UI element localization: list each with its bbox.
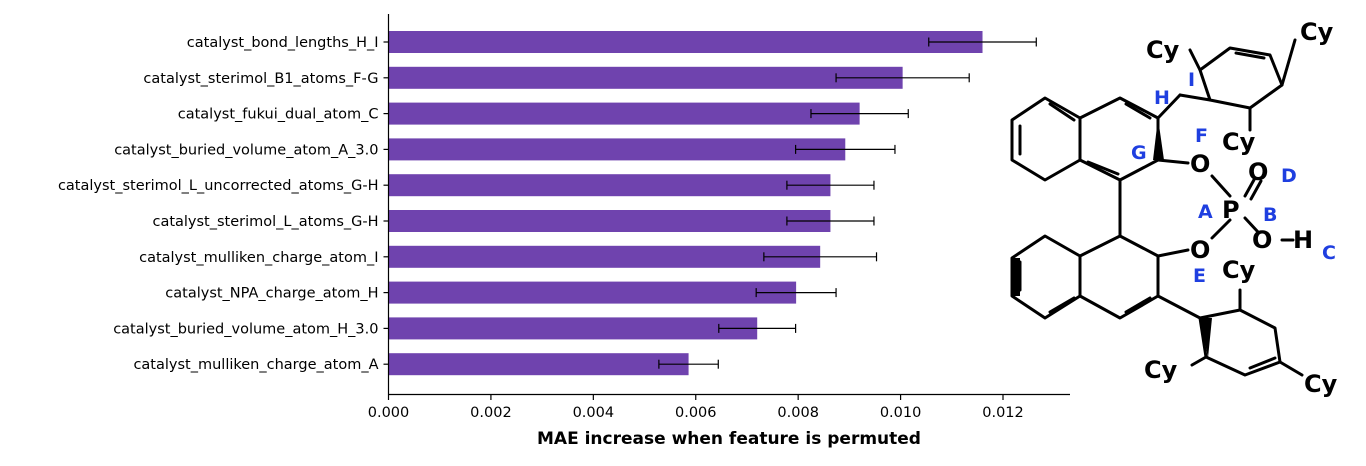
site-label-c: C xyxy=(1322,242,1336,264)
x-axis-title: MAE increase when feature is permuted xyxy=(537,429,921,449)
error-bar-6 xyxy=(786,216,875,226)
cy-bottom-left: Cy xyxy=(1144,356,1178,384)
oxygen-hydroxyl: O xyxy=(1252,226,1272,254)
error-bar-8 xyxy=(755,288,837,298)
x-tick-label-7: 0.012 xyxy=(982,405,1024,421)
x-tick-label-6: 0.010 xyxy=(880,405,922,421)
error-bar-10 xyxy=(658,359,719,369)
y-tick-label-8: catalyst_NPA_charge_atom_H xyxy=(165,286,378,302)
y-tick-label-5: catalyst_sterimol_L_uncorrected_atoms_G-… xyxy=(58,178,379,194)
x-tick-label-3: 0.004 xyxy=(573,405,615,421)
hydrogen-hydroxyl: H xyxy=(1293,226,1313,254)
cy-upper-ortho: Cy xyxy=(1222,128,1256,156)
bar-3 xyxy=(388,102,860,125)
error-bar-5 xyxy=(786,180,875,190)
x-tick-label-5: 0.008 xyxy=(777,405,819,421)
y-tick-label-2: catalyst_sterimol_B1_atoms_F-G xyxy=(143,71,378,87)
wedge-bonds xyxy=(1012,118,1212,358)
y-tick-label-9: catalyst_buried_volume_atom_H_3.0 xyxy=(113,321,378,337)
error-bar-9 xyxy=(718,323,797,333)
x-tick-label-1: 0.000 xyxy=(368,405,410,421)
error-bar-1 xyxy=(928,37,1037,47)
y-tick-label-4: catalyst_buried_volume_atom_A_3.0 xyxy=(114,142,378,158)
site-label-a: A xyxy=(1198,201,1213,223)
bar-9 xyxy=(388,317,758,340)
cy-bottom-right: Cy xyxy=(1304,370,1338,398)
bar-8 xyxy=(388,281,797,304)
error-bar-3 xyxy=(810,109,909,119)
site-label-f: F xyxy=(1195,125,1208,147)
x-tick-label-4: 0.006 xyxy=(675,405,717,421)
bars-group xyxy=(388,31,983,376)
x-ticks: 0.000 0.002 0.004 0.006 0.008 0.010 0.012 xyxy=(368,395,1024,421)
site-label-g: G xyxy=(1131,142,1147,164)
cy-top-left: Cy xyxy=(1146,36,1180,64)
error-bars-group xyxy=(658,37,1037,369)
site-label-h: H xyxy=(1154,87,1170,109)
site-labels: A B C D E F G H I xyxy=(1131,69,1336,287)
error-bar-7 xyxy=(763,252,878,262)
x-tick-label-2: 0.002 xyxy=(470,405,512,421)
cy-top-right: Cy xyxy=(1300,18,1334,46)
y-tick-label-6: catalyst_sterimol_L_atoms_G-H xyxy=(152,214,378,230)
site-label-d: D xyxy=(1281,165,1297,187)
atom-symbols: O O P O O H Cy Cy Cy Cy Cy Cy xyxy=(1144,18,1338,398)
oxygen-top: O xyxy=(1190,150,1210,178)
phosphorus: P xyxy=(1222,196,1240,224)
site-label-b: B xyxy=(1263,204,1277,226)
bar-5 xyxy=(388,174,831,197)
bar-1 xyxy=(388,31,983,53)
bar-10 xyxy=(388,353,689,376)
bar-7 xyxy=(388,245,821,268)
feature-importance-chart: catalyst_bond_lengths_H_I catalyst_sterim… xyxy=(58,14,1070,449)
oxygen-bottom: O xyxy=(1190,236,1210,264)
y-tick-labels: catalyst_bond_lengths_H_I catalyst_sterim… xyxy=(58,35,389,373)
y-tick-label-1: catalyst_bond_lengths_H_I xyxy=(187,35,379,51)
bar-6 xyxy=(388,210,831,232)
site-label-i: I xyxy=(1188,69,1195,91)
cy-lower-ortho: Cy xyxy=(1222,256,1256,284)
bar-4 xyxy=(388,138,846,161)
y-tick-label-3: catalyst_fukui_dual_atom_C xyxy=(178,107,379,123)
y-tick-label-7: catalyst_mulliken_charge_atom_I xyxy=(139,250,378,266)
error-bar-4 xyxy=(795,144,896,154)
oxygen-double: O xyxy=(1248,158,1268,186)
y-tick-label-10: catalyst_mulliken_charge_atom_A xyxy=(133,357,378,373)
error-bar-2 xyxy=(835,73,970,83)
catalyst-structure: O O P O O H Cy Cy Cy Cy Cy Cy A B C D E … xyxy=(1010,18,1338,398)
site-label-e: E xyxy=(1193,265,1206,287)
bar-2 xyxy=(388,66,903,89)
